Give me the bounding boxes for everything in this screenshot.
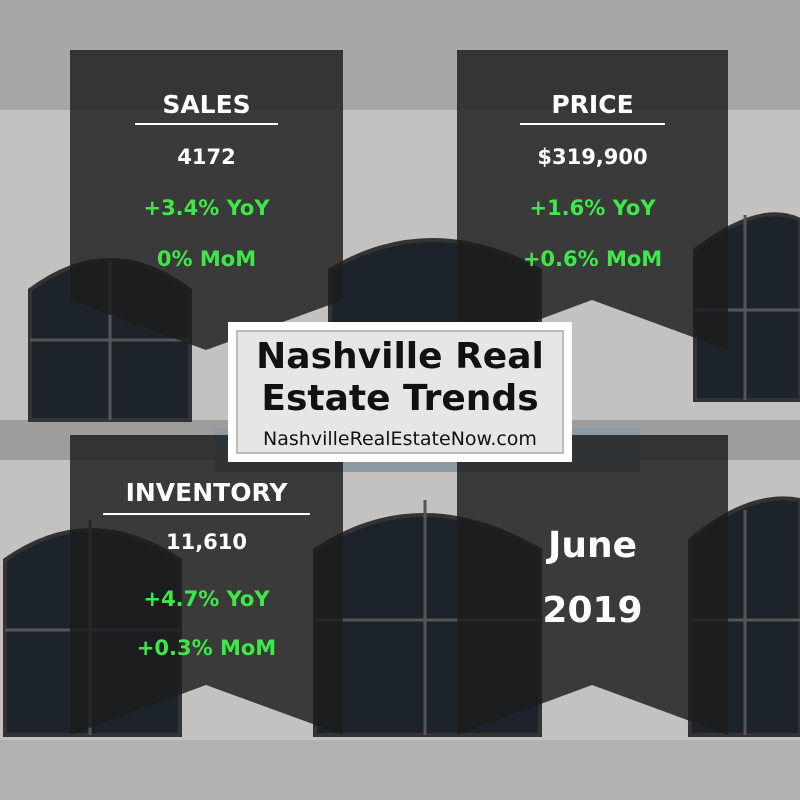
panel-mom: 0% MoM xyxy=(156,247,257,271)
title-line: Nashville Real xyxy=(256,336,544,377)
panel-label: INVENTORY xyxy=(125,478,288,507)
panel-yoy: +4.7% YoY xyxy=(143,587,270,611)
underline xyxy=(135,123,278,125)
panel-value: 4172 xyxy=(177,145,236,169)
title-box-inner: Nashville Real Estate Trends NashvilleRe… xyxy=(236,330,564,454)
panel-mom: +0.6% MoM xyxy=(522,247,663,271)
panel-yoy: +1.6% YoY xyxy=(529,196,656,220)
title-box: Nashville Real Estate Trends NashvilleRe… xyxy=(228,322,572,462)
panel-label: SALES xyxy=(162,90,251,119)
panel-mom: +0.3% MoM xyxy=(136,636,277,660)
panel-value: $319,900 xyxy=(537,145,648,169)
panel-label: PRICE xyxy=(551,90,634,119)
title-line: Estate Trends xyxy=(261,378,539,419)
underline xyxy=(103,513,310,515)
panel-yoy: +3.4% YoY xyxy=(143,196,270,220)
website: NashvilleRealEstateNow.com xyxy=(263,428,537,450)
underline xyxy=(520,123,665,125)
panel-value: 11,610 xyxy=(165,530,248,554)
date-month: June xyxy=(547,525,638,566)
date-year: 2019 xyxy=(542,590,643,631)
